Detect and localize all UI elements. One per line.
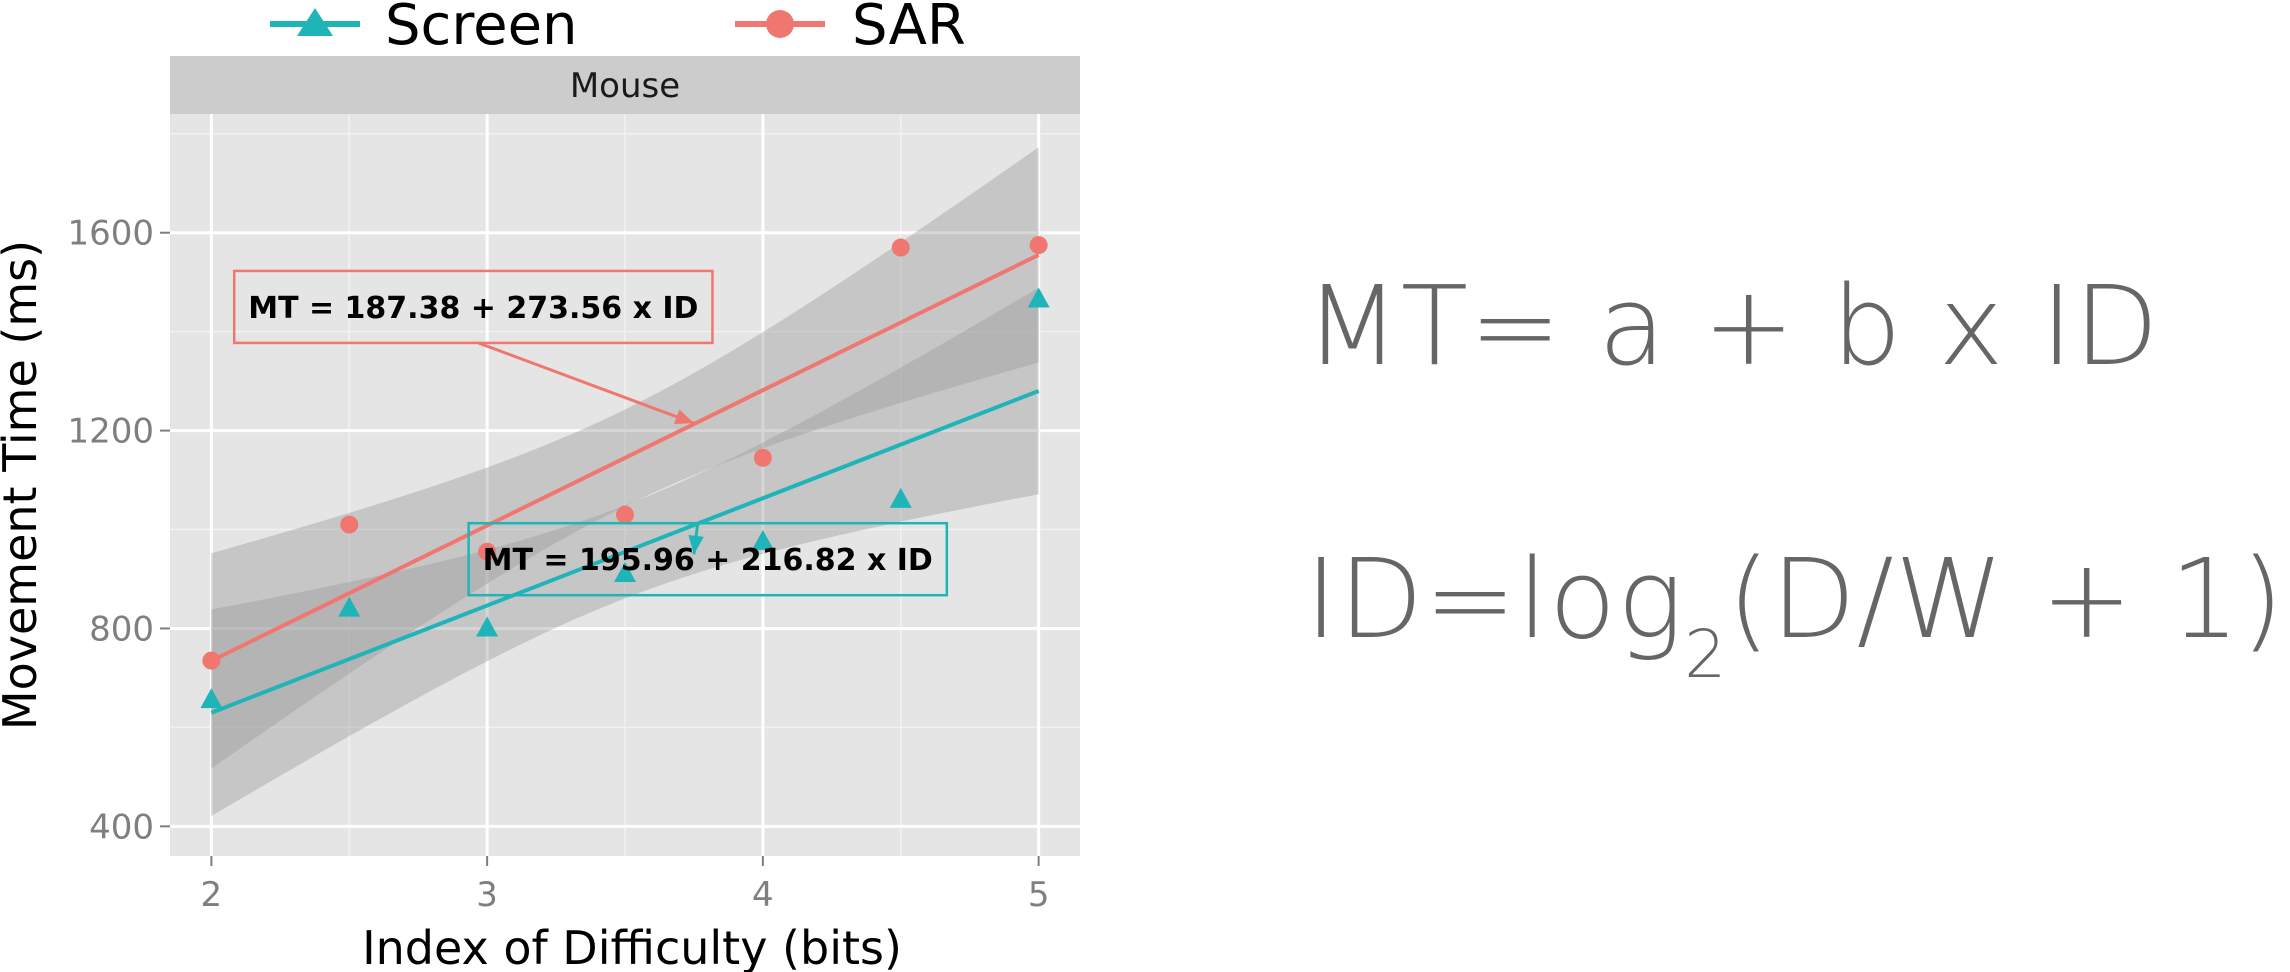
x-axis-label: Index of Difficulty (bits) — [362, 921, 902, 972]
data-points — [200, 236, 1050, 709]
index-formula-suffix: (D/W + 1) — [1727, 535, 2285, 663]
screen-point — [1027, 287, 1050, 308]
sar-point — [202, 651, 221, 670]
legend: Screen SAR — [270, 0, 966, 58]
legend-item-screen: Screen — [270, 0, 578, 58]
gridlines — [170, 114, 1080, 856]
facet-label: Mouse — [570, 66, 680, 106]
y-tick-label: 1600 — [67, 214, 154, 254]
screen-point — [338, 596, 361, 617]
sar-annotation-arrow — [477, 341, 695, 425]
fit-lines — [210, 253, 1040, 715]
sar-fit-line — [210, 253, 1040, 663]
y-tick-label: 1200 — [67, 412, 154, 452]
screen-point — [889, 487, 912, 508]
sar-point — [891, 238, 910, 257]
screen-fit-line — [210, 389, 1040, 715]
y-tick-label: 800 — [89, 609, 154, 649]
y-tick-label: 400 — [89, 807, 154, 847]
screen-fit-equation: MT = 195.96 + 216.82 x ID — [483, 543, 933, 578]
sar-fit-equation: MT = 187.38 + 273.56 x ID — [248, 291, 698, 326]
y-axis-label: Movement Time (ms) — [0, 240, 47, 730]
x-tick-label: 3 — [476, 875, 498, 915]
screen-point — [614, 562, 636, 583]
x-tick-label: 5 — [1028, 875, 1050, 915]
legend-item-sar: SAR — [735, 0, 966, 58]
sar-point — [1029, 236, 1048, 255]
triangle-icon — [297, 8, 333, 36]
sar-point — [616, 505, 634, 524]
sar-point — [340, 515, 359, 534]
model-formula: MT= a + b x ID — [1305, 262, 2160, 390]
screen-annotation-box — [467, 521, 949, 597]
log-base-subscript: 2 — [1684, 616, 1728, 693]
sar-annotation-box — [232, 269, 714, 345]
legend-sar-label: SAR — [852, 0, 966, 58]
screen-point — [200, 688, 223, 709]
sar-point — [478, 542, 497, 561]
fit-annotations: MT = 187.38 + 273.56 x ID MT = 195.96 + … — [232, 269, 949, 597]
facet-strip — [170, 56, 1080, 114]
sar-arrowhead — [673, 409, 694, 425]
screen-point — [476, 616, 499, 637]
sar-point — [753, 448, 772, 467]
index-of-difficulty-formula: ID=log2(D/W + 1) — [1305, 535, 2285, 693]
x-tick-label: 2 — [201, 875, 223, 915]
index-formula-prefix: ID=log — [1305, 535, 1685, 663]
screen-point — [751, 529, 774, 550]
x-tick-label: 4 — [752, 875, 774, 915]
circle-icon — [766, 10, 794, 38]
legend-screen-label: Screen — [385, 0, 578, 58]
screen-arrowhead — [688, 535, 704, 555]
axes: 400 800 1200 1600 2 3 4 5 — [67, 214, 1049, 915]
